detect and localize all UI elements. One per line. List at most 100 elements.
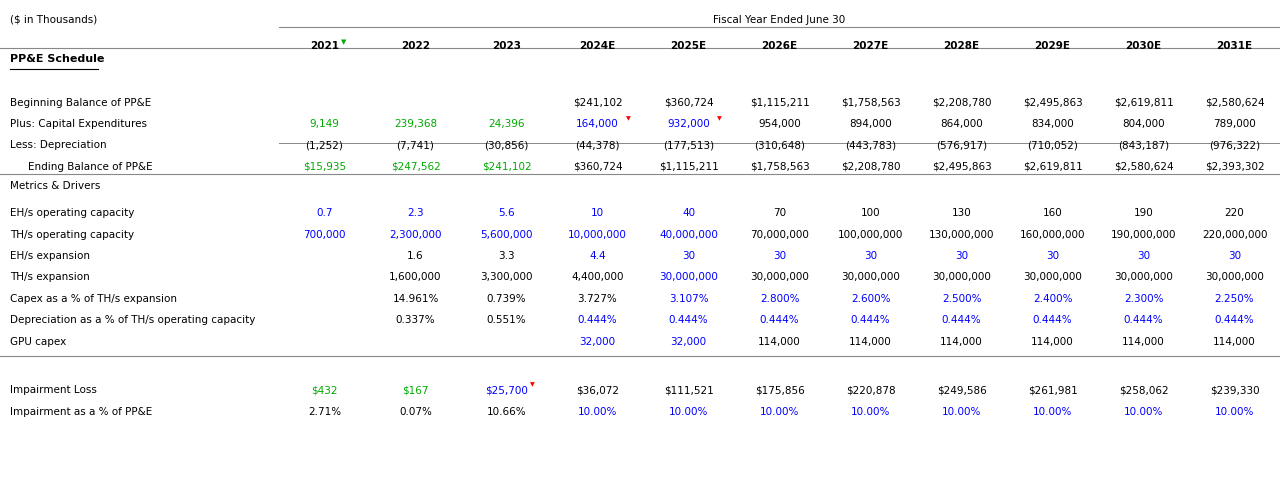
Text: 2026E: 2026E <box>762 41 797 51</box>
Text: TH/s expansion: TH/s expansion <box>10 272 90 282</box>
Text: $360,724: $360,724 <box>664 98 713 108</box>
Text: 100,000,000: 100,000,000 <box>838 230 904 240</box>
Text: 10.00%: 10.00% <box>577 407 617 417</box>
Text: EH/s operating capacity: EH/s operating capacity <box>10 208 134 218</box>
Text: 114,000: 114,000 <box>758 337 801 347</box>
Text: $2,619,811: $2,619,811 <box>1023 162 1083 172</box>
Text: 4.4: 4.4 <box>589 251 605 261</box>
Text: 954,000: 954,000 <box>758 119 801 129</box>
Text: ▼: ▼ <box>626 116 631 121</box>
Text: 2027E: 2027E <box>852 41 888 51</box>
Text: 190,000,000: 190,000,000 <box>1111 230 1176 240</box>
Text: 789,000: 789,000 <box>1213 119 1256 129</box>
Text: 32,000: 32,000 <box>671 337 707 347</box>
Text: 30: 30 <box>864 251 877 261</box>
Text: 2023: 2023 <box>492 41 521 51</box>
Text: (976,322): (976,322) <box>1208 141 1260 151</box>
Text: 10: 10 <box>591 208 604 218</box>
Text: 2022: 2022 <box>401 41 430 51</box>
Text: 114,000: 114,000 <box>1213 337 1256 347</box>
Text: PP&E Schedule: PP&E Schedule <box>10 53 105 63</box>
Text: 700,000: 700,000 <box>303 230 346 240</box>
Text: 0.444%: 0.444% <box>1215 315 1254 325</box>
Text: 114,000: 114,000 <box>940 337 983 347</box>
Text: 2030E: 2030E <box>1125 41 1161 51</box>
Text: 932,000: 932,000 <box>667 119 710 129</box>
Text: 5.6: 5.6 <box>498 208 515 218</box>
Text: 0.444%: 0.444% <box>942 315 982 325</box>
Text: 2028E: 2028E <box>943 41 979 51</box>
Text: 0.739%: 0.739% <box>486 294 526 304</box>
Text: 190: 190 <box>1134 208 1153 218</box>
Text: $167: $167 <box>402 385 429 395</box>
Text: EH/s expansion: EH/s expansion <box>10 251 90 261</box>
Text: $241,102: $241,102 <box>572 98 622 108</box>
Text: 30: 30 <box>1046 251 1059 261</box>
Text: 114,000: 114,000 <box>1123 337 1165 347</box>
Text: 2021: 2021 <box>310 41 339 51</box>
Text: 10.00%: 10.00% <box>1215 407 1254 417</box>
Text: 100: 100 <box>860 208 881 218</box>
Text: 30: 30 <box>1228 251 1242 261</box>
Text: Depreciation as a % of TH/s operating capacity: Depreciation as a % of TH/s operating ca… <box>10 315 256 325</box>
Text: $249,586: $249,586 <box>937 385 987 395</box>
Text: $2,393,302: $2,393,302 <box>1204 162 1265 172</box>
Text: (44,378): (44,378) <box>575 141 620 151</box>
Text: (843,187): (843,187) <box>1117 141 1169 151</box>
Text: 32,000: 32,000 <box>580 337 616 347</box>
Text: (1,252): (1,252) <box>306 141 343 151</box>
Text: 10.00%: 10.00% <box>669 407 708 417</box>
Text: Ending Balance of PP&E: Ending Balance of PP&E <box>28 162 152 172</box>
Text: 30,000,000: 30,000,000 <box>932 272 991 282</box>
Text: 2.250%: 2.250% <box>1215 294 1254 304</box>
Text: $111,521: $111,521 <box>663 385 713 395</box>
Text: $241,102: $241,102 <box>481 162 531 172</box>
Text: 220: 220 <box>1225 208 1244 218</box>
Text: 70: 70 <box>773 208 786 218</box>
Text: 894,000: 894,000 <box>849 119 892 129</box>
Text: $220,878: $220,878 <box>846 385 895 395</box>
Text: Fiscal Year Ended June 30: Fiscal Year Ended June 30 <box>713 15 846 25</box>
Text: 2029E: 2029E <box>1034 41 1070 51</box>
Text: 30,000,000: 30,000,000 <box>1204 272 1263 282</box>
Text: ▼: ▼ <box>342 39 347 45</box>
Text: $432: $432 <box>311 385 338 395</box>
Text: 220,000,000: 220,000,000 <box>1202 230 1267 240</box>
Text: 30,000,000: 30,000,000 <box>1114 272 1172 282</box>
Text: 30,000,000: 30,000,000 <box>841 272 900 282</box>
Text: $2,208,780: $2,208,780 <box>841 162 900 172</box>
Text: 3,300,000: 3,300,000 <box>480 272 532 282</box>
Text: Impairment Loss: Impairment Loss <box>10 385 97 395</box>
Text: 30: 30 <box>682 251 695 261</box>
Text: 2.400%: 2.400% <box>1033 294 1073 304</box>
Text: $1,115,211: $1,115,211 <box>659 162 718 172</box>
Text: $360,724: $360,724 <box>572 162 622 172</box>
Text: (310,648): (310,648) <box>754 141 805 151</box>
Text: 24,396: 24,396 <box>488 119 525 129</box>
Text: 10.00%: 10.00% <box>1124 407 1164 417</box>
Text: 30,000,000: 30,000,000 <box>1023 272 1082 282</box>
Text: 834,000: 834,000 <box>1032 119 1074 129</box>
Text: $239,330: $239,330 <box>1210 385 1260 395</box>
Text: 10.00%: 10.00% <box>851 407 890 417</box>
Text: 2,300,000: 2,300,000 <box>389 230 442 240</box>
Text: 0.444%: 0.444% <box>1124 315 1164 325</box>
Text: 70,000,000: 70,000,000 <box>750 230 809 240</box>
Text: 14.961%: 14.961% <box>393 294 439 304</box>
Text: 3.107%: 3.107% <box>668 294 708 304</box>
Text: 0.444%: 0.444% <box>668 315 708 325</box>
Text: Metrics & Drivers: Metrics & Drivers <box>10 181 101 191</box>
Text: 10.00%: 10.00% <box>942 407 982 417</box>
Text: 0.444%: 0.444% <box>851 315 891 325</box>
Text: $15,935: $15,935 <box>303 162 346 172</box>
Text: $2,619,811: $2,619,811 <box>1114 98 1174 108</box>
Text: 0.7: 0.7 <box>316 208 333 218</box>
Text: 1.6: 1.6 <box>407 251 424 261</box>
Text: $2,495,863: $2,495,863 <box>932 162 992 172</box>
Text: $2,580,624: $2,580,624 <box>1114 162 1174 172</box>
Text: 130,000,000: 130,000,000 <box>929 230 995 240</box>
Text: 3.3: 3.3 <box>498 251 515 261</box>
Text: (576,917): (576,917) <box>936 141 987 151</box>
Text: 10.66%: 10.66% <box>486 407 526 417</box>
Text: $261,981: $261,981 <box>1028 385 1078 395</box>
